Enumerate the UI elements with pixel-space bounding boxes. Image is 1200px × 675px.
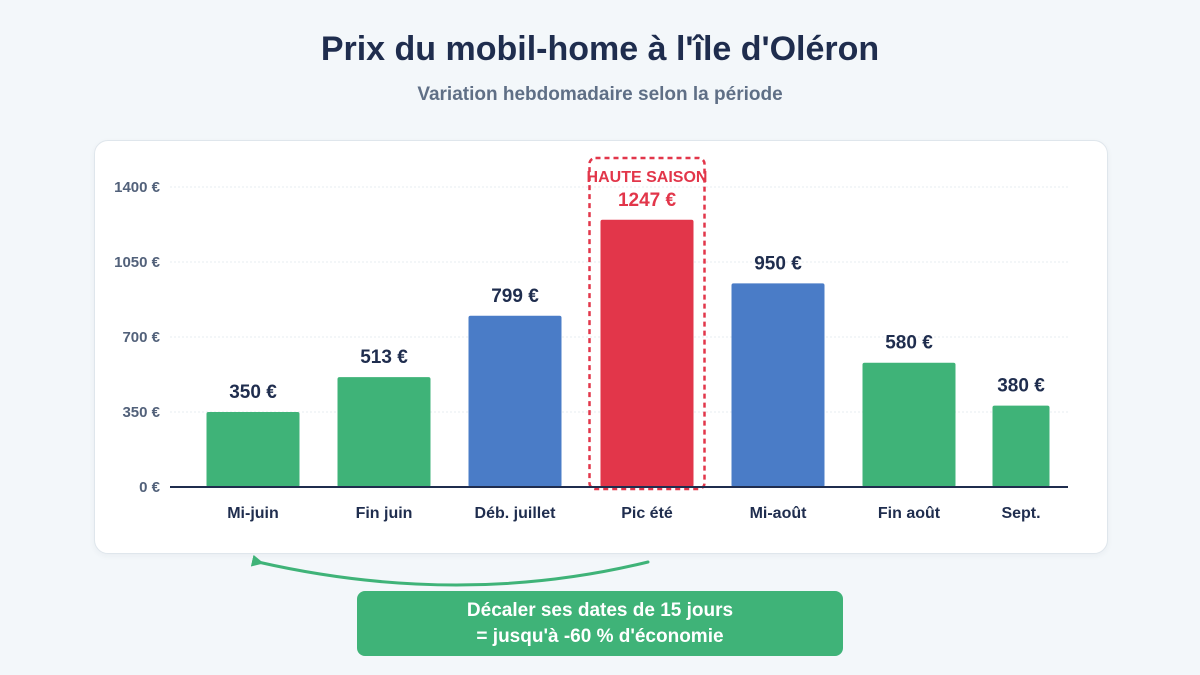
category-label: Mi-juin [227, 505, 279, 522]
value-label: 950 € [754, 253, 802, 274]
haute-saison-label: HAUTE SAISON [587, 169, 708, 186]
bar-mi-ao-t [731, 283, 825, 487]
chart-subtitle: Variation hebdomadaire selon la période [417, 84, 783, 105]
bar-sept- [992, 405, 1050, 487]
savings-callout: Décaler ses dates de 15 jours = jusqu'à … [357, 591, 843, 656]
category-label: Déb. juillet [475, 505, 557, 522]
y-tick-label: 1400 € [114, 179, 161, 196]
y-tick-label: 1050 € [114, 254, 161, 271]
bar-pic-t- [600, 219, 694, 488]
callout-line-1: Décaler ses dates de 15 jours [466, 599, 734, 621]
value-label: 799 € [491, 286, 539, 307]
haute-saison-highlight [588, 156, 706, 491]
category-label: Pic été [621, 505, 673, 522]
category-label: Fin juin [356, 505, 413, 522]
value-label: 380 € [997, 376, 1045, 397]
y-tick-label: 350 € [122, 404, 160, 421]
category-label: Fin août [878, 505, 941, 522]
category-label: Mi-août [750, 505, 808, 522]
y-tick-label: 0 € [139, 479, 161, 496]
category-label: Sept. [1001, 505, 1040, 522]
bar-fin-juin [337, 377, 431, 487]
value-label: 580 € [885, 333, 933, 354]
bar-d-b-juillet [468, 315, 562, 487]
value-label: 350 € [229, 382, 277, 403]
value-label: 513 € [360, 347, 408, 368]
bar-mi-juin [206, 412, 300, 487]
savings-arrow [250, 554, 650, 587]
value-label: 1247 € [618, 190, 677, 211]
y-tick-label: 700 € [122, 329, 160, 346]
chart-title: Prix du mobil-home à l'île d'Oléron [320, 30, 880, 68]
bar-fin-ao-t [862, 362, 956, 487]
callout-line-2: = jusqu'à -60 % d'économie [476, 625, 724, 647]
